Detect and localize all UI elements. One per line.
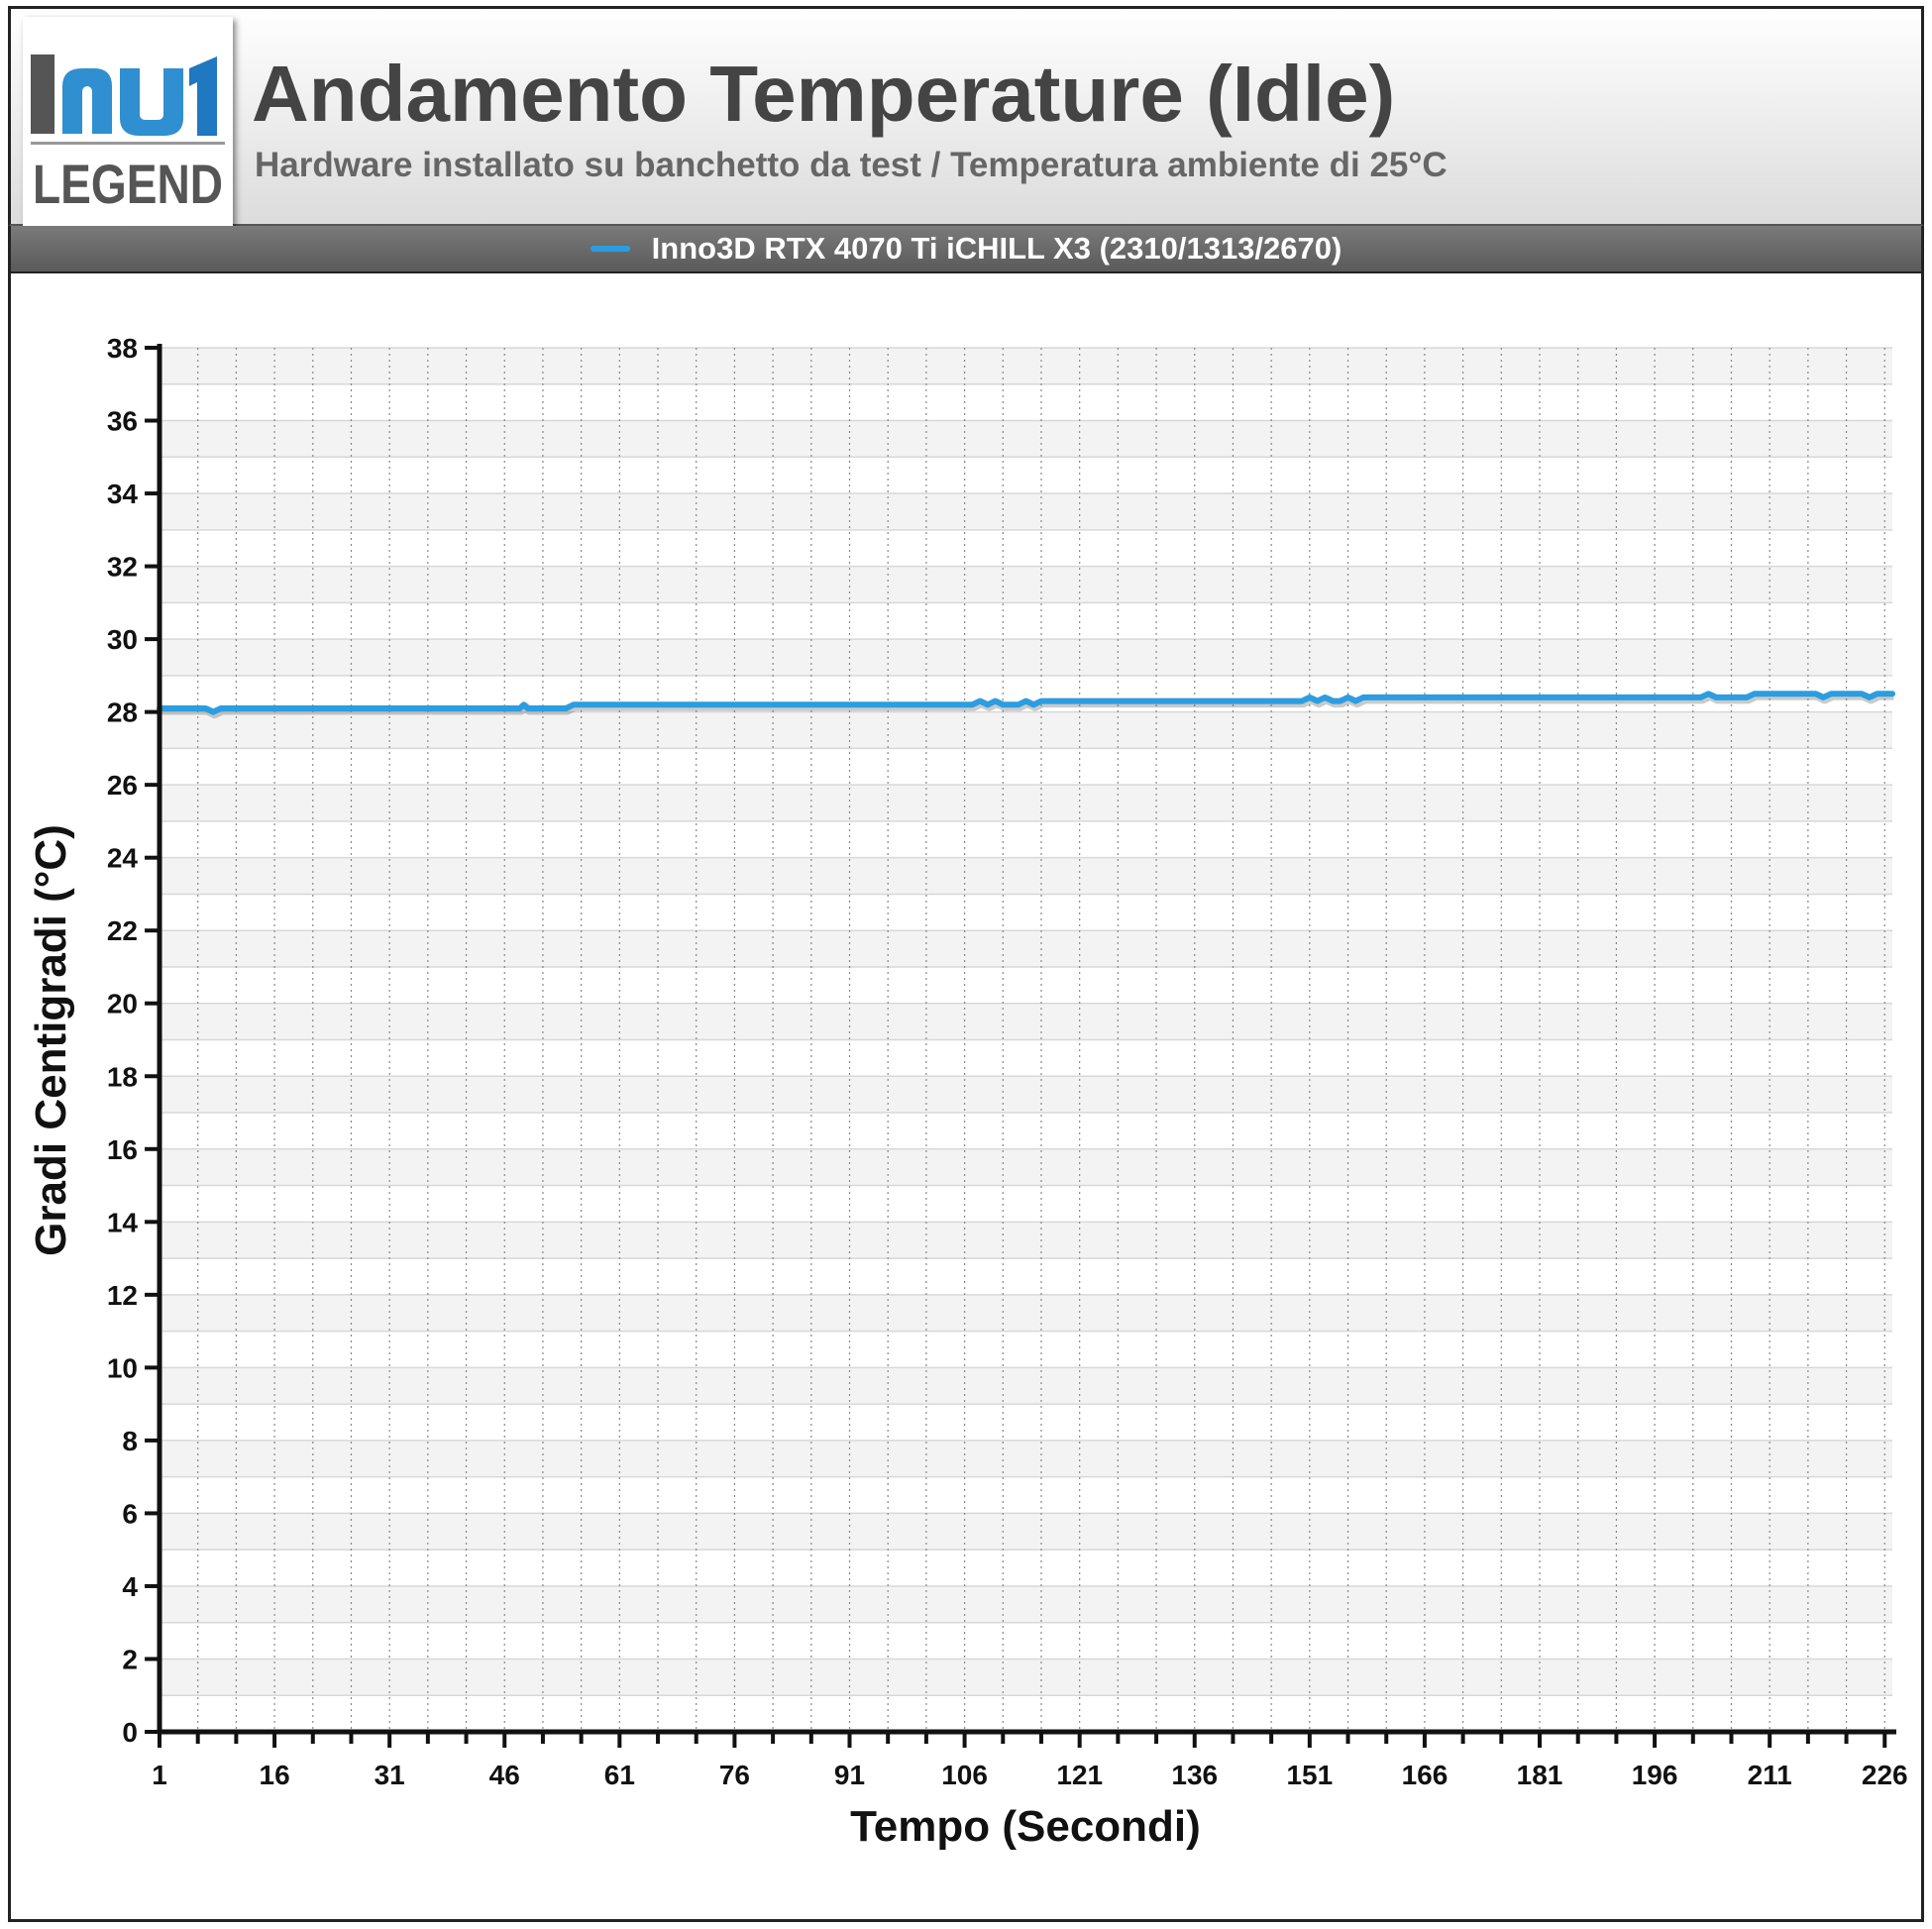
plot-band: [160, 348, 1892, 384]
y-tick-label: 32: [107, 552, 138, 583]
plot-band: [160, 930, 1892, 967]
y-tick-label: 18: [107, 1061, 138, 1092]
y-tick-label: 2: [122, 1644, 138, 1674]
page-title: Andamento Temperature (Idle): [252, 50, 1396, 138]
plot-band: [160, 1076, 1892, 1114]
logo: LEGEND: [23, 17, 233, 230]
plot-band: [160, 1585, 1892, 1623]
logo-text: LEGEND: [33, 153, 223, 215]
plot-band: [160, 1003, 1892, 1040]
axes: [157, 344, 1896, 1735]
y-tick-label: 36: [107, 406, 138, 437]
y-tick-label: 30: [107, 624, 138, 655]
plot-band: [160, 639, 1892, 676]
plot-band: [160, 1440, 1892, 1477]
x-tick-label: 196: [1632, 1760, 1678, 1790]
y-tick-label: 24: [107, 843, 139, 874]
plot-bands: [160, 348, 1892, 1696]
x-tick-label: 121: [1056, 1760, 1103, 1790]
plot-band: [160, 711, 1892, 749]
y-tick-label: 26: [107, 770, 138, 801]
plot-band: [160, 420, 1892, 458]
plot-band: [160, 566, 1892, 603]
x-axis-label: Tempo (Secondi): [850, 1802, 1201, 1851]
y-tick-label: 16: [107, 1134, 138, 1165]
x-tick-label: 46: [489, 1760, 520, 1790]
horizontal-gridlines: [160, 347, 1892, 1696]
plot-band: [160, 857, 1892, 895]
y-tick-label: 6: [122, 1498, 138, 1529]
y-tick-label: 14: [107, 1207, 139, 1237]
logo-graphic: LEGEND: [31, 54, 225, 215]
x-tick-label: 1: [152, 1760, 167, 1790]
legend-bar: Inno3D RTX 4070 Ti iCHILL X3 (2310/1313/…: [8, 226, 1924, 273]
series-layer: [157, 691, 1895, 719]
y-tick-label: 10: [107, 1352, 138, 1383]
plot-band: [160, 493, 1892, 530]
plot-band: [160, 1659, 1892, 1696]
x-tick-label: 61: [604, 1760, 635, 1790]
y-tick-label: 4: [122, 1571, 138, 1602]
y-axis-label: Gradi Centigradi (°C): [27, 824, 75, 1256]
x-tick-label: 31: [375, 1760, 405, 1790]
series-line: [157, 691, 1895, 715]
y-tick-label: 8: [122, 1426, 138, 1456]
plot-band: [160, 785, 1892, 821]
x-tick-label: 181: [1517, 1760, 1563, 1790]
y-tick-label: 38: [107, 333, 138, 364]
x-tick-label: 16: [260, 1760, 290, 1790]
x-tick-label: 166: [1402, 1760, 1449, 1790]
x-tick-label: 151: [1286, 1760, 1333, 1790]
legend-swatch: [590, 246, 630, 252]
plot-band: [160, 1294, 1892, 1332]
vertical-gridlines: [197, 348, 1885, 1732]
y-tick-label: 28: [107, 697, 138, 728]
x-tick-label: 136: [1171, 1760, 1218, 1790]
x-tick-label: 106: [941, 1760, 988, 1790]
plot-band: [160, 1513, 1892, 1551]
y-tick-label: 22: [107, 915, 138, 946]
y-tick-label: 20: [107, 989, 138, 1019]
plot-band: [160, 1367, 1892, 1405]
x-ticks: 1 16 31 46 61 76 91 106 121 136 151 166 181 196 211 226: [152, 1732, 1908, 1790]
x-tick-label: 91: [834, 1760, 865, 1790]
legend-label: Inno3D RTX 4070 Ti iCHILL X3 (2310/1313/…: [651, 231, 1342, 266]
plot-band: [160, 1148, 1892, 1186]
x-tick-label: 76: [719, 1760, 750, 1790]
page-subtitle: Hardware installato su banchetto da test…: [255, 146, 1448, 184]
y-tick-label: 12: [107, 1280, 138, 1311]
plot-band: [160, 1222, 1892, 1259]
x-tick-label: 211: [1748, 1760, 1792, 1790]
y-tick-label: 0: [122, 1717, 138, 1748]
chart-header: LEGEND Andamento Temperature (Idle) Hard…: [8, 6, 1924, 230]
legend-item: Inno3D RTX 4070 Ti iCHILL X3 (2310/1313/…: [590, 231, 1342, 267]
x-tick-label: 226: [1862, 1760, 1908, 1790]
y-tick-label: 34: [107, 479, 139, 509]
